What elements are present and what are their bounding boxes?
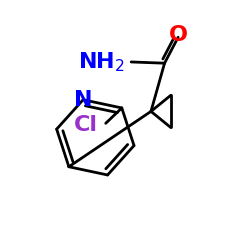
Text: NH$_2$: NH$_2$ — [78, 50, 125, 74]
Text: O: O — [169, 25, 188, 45]
Text: Cl: Cl — [74, 115, 98, 135]
Text: N: N — [74, 90, 92, 110]
